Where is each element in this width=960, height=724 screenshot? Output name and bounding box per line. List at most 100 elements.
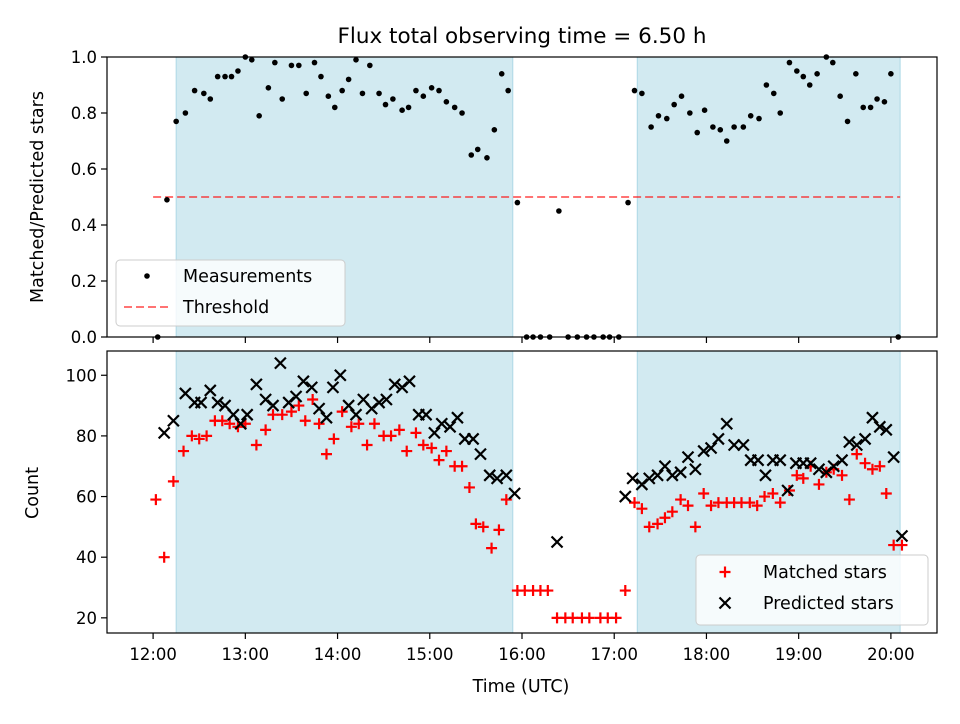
predicted-star-point: [388, 378, 402, 391]
bottom-xtick-label: 12:00: [129, 645, 177, 664]
predicted-star-point: [827, 459, 840, 473]
measurement-point: [837, 93, 843, 99]
measurement-point: [235, 68, 241, 74]
matched-star-point: [313, 418, 325, 430]
measurement-point: [325, 93, 332, 99]
matched-star-point: [167, 475, 179, 487]
measurement-point: [359, 90, 366, 97]
predicted-star-point: [227, 408, 240, 421]
matched-star-point: [328, 433, 340, 445]
matched-star-point: [636, 503, 648, 515]
measurement-point: [794, 68, 800, 74]
matched-star-point: [260, 424, 272, 436]
predicted-star-point: [737, 438, 750, 452]
measurement-point: [228, 73, 235, 80]
matched-star-point: [843, 494, 855, 506]
bottom-observing-span-0: [175, 350, 514, 634]
matched-star-point: [293, 400, 305, 412]
predicted-star-point: [697, 444, 710, 458]
bottom-panel: 20 40 60 80 100 12:00 13:00 14:00 15:00 16:00 17:0…: [66, 350, 938, 664]
measurement-point: [770, 90, 777, 97]
measurement-point: [747, 113, 754, 119]
measurement-point: [459, 110, 465, 116]
measurement-point: [164, 197, 170, 203]
measurement-point: [874, 96, 880, 102]
predicted-star-point: [490, 472, 504, 485]
predicted-star-point: [873, 420, 887, 434]
predicted-star-point: [266, 399, 280, 412]
measurement-point: [625, 199, 631, 206]
measurement-point: [288, 62, 295, 69]
measurement-point: [318, 73, 324, 80]
measurement-point: [723, 138, 730, 144]
predicted-star-point: [211, 396, 224, 409]
predicted-star-point: [380, 393, 393, 406]
predicted-star-point: [858, 432, 872, 446]
predicted-star-point: [320, 411, 333, 424]
matched-star-point: [336, 406, 348, 418]
matched-star-point: [345, 421, 357, 433]
measurement-point: [806, 82, 813, 88]
measurement-point: [214, 73, 221, 80]
measurement-point: [272, 59, 278, 66]
measurement-point: [814, 71, 820, 77]
matched-star-point: [791, 469, 803, 481]
predicted-star-point: [403, 375, 416, 388]
matched-star-point: [880, 488, 892, 500]
matched-star-point: [307, 394, 319, 406]
matched-star-point: [353, 418, 365, 430]
predicted-star-point: [342, 399, 355, 412]
matched-star-point: [851, 448, 863, 460]
measurement-point: [786, 59, 793, 66]
legend-bottom-box: [695, 554, 929, 626]
measurement-point: [222, 73, 228, 80]
predicted-star-point: [850, 438, 864, 452]
top-ytick-label: 0.0: [71, 328, 97, 347]
predicted-star-point: [428, 426, 441, 440]
predicted-star-point: [781, 484, 794, 497]
measurement-point: [763, 82, 770, 88]
measurement-point: [436, 87, 442, 94]
matched-star-point: [774, 497, 786, 509]
measurement-point: [256, 113, 262, 119]
predicted-star-point: [305, 381, 319, 394]
predicted-star-point: [419, 408, 433, 421]
predicted-star-point: [372, 396, 386, 409]
predicted-star-point: [167, 414, 180, 428]
matched-star-point: [629, 497, 641, 509]
measurement-point: [777, 110, 784, 116]
measurement-point: [367, 62, 373, 69]
predicted-star-point: [250, 378, 263, 391]
matched-star-point: [158, 551, 170, 563]
predicted-star-point: [550, 535, 564, 549]
measurement-point: [182, 110, 189, 116]
predicted-star-point: [500, 469, 513, 482]
matched-star-point: [675, 494, 687, 506]
top-ytick-label: 0.8: [71, 104, 97, 123]
matched-star-point: [178, 445, 190, 457]
legend-matched-marker: [719, 566, 731, 578]
measurement-point: [829, 59, 836, 66]
predicted-star-point: [240, 408, 254, 421]
predicted-star-point: [508, 487, 521, 500]
measurement-point: [207, 96, 214, 102]
measurement-point: [678, 93, 685, 99]
matched-star-point: [567, 612, 579, 624]
predicted-star-point: [157, 426, 171, 440]
top-ytick-label: 0.6: [71, 160, 97, 179]
matched-star-point: [659, 512, 671, 524]
predicted-star-point: [658, 459, 672, 473]
matched-star-point: [652, 518, 664, 530]
predicted-star-point: [234, 417, 247, 431]
matched-star-point: [186, 430, 198, 442]
measurement-point: [710, 124, 716, 130]
predicted-star-point: [274, 356, 287, 370]
matched-star-point: [705, 500, 717, 512]
matched-star-point: [610, 612, 622, 624]
bottom-xtick-label: 14:00: [314, 645, 362, 664]
matched-star-point: [783, 484, 795, 496]
predicted-star-point: [204, 384, 217, 397]
matched-star-point: [896, 539, 908, 551]
predicted-star-point: [334, 368, 347, 382]
